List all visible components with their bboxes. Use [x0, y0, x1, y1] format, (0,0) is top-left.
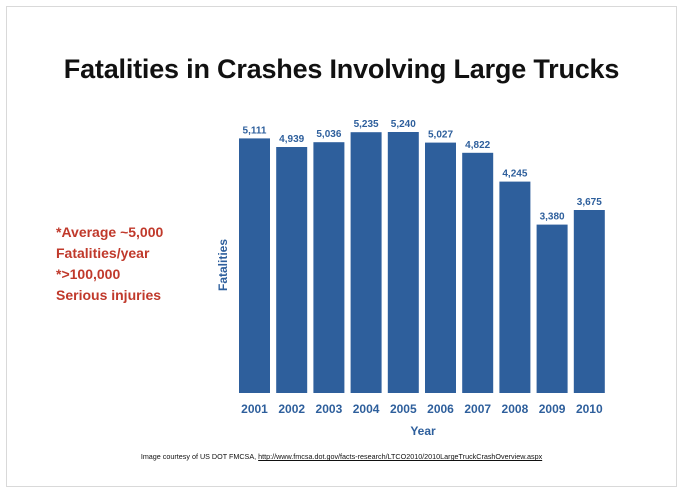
credit-link[interactable]: http://www.fmcsa.dot.gov/facts-research/… [258, 452, 543, 461]
bars-layer [239, 132, 605, 393]
bar-2001 [239, 138, 270, 393]
value-label-2005: 5,240 [391, 119, 416, 130]
note-line-3: *>100,000 [56, 266, 121, 282]
value-label-2007: 4,822 [465, 140, 490, 151]
x-tick-2001: 2001 [241, 402, 268, 416]
bar-2009 [536, 224, 568, 393]
bar-2004 [350, 132, 382, 393]
x-tick-2004: 2004 [353, 402, 380, 416]
bar-2006 [425, 142, 456, 393]
value-label-2004: 5,235 [354, 119, 379, 130]
value-label-2008: 4,245 [502, 169, 527, 180]
x-tick-2005: 2005 [390, 402, 417, 416]
x-tick-2003: 2003 [316, 402, 343, 416]
x-tick-2010: 2010 [576, 402, 603, 416]
x-tick-2002: 2002 [278, 402, 305, 416]
x-tick-2007: 2007 [464, 402, 491, 416]
value-label-2006: 5,027 [428, 130, 453, 141]
y-axis-label: Fatalities [216, 239, 230, 291]
value-label-2010: 3,675 [577, 197, 602, 208]
bar-2010 [573, 210, 605, 393]
note-line-4: Serious injuries [56, 287, 162, 303]
x-tick-2006: 2006 [427, 402, 454, 416]
labels-layer: 5,111 2001 4,939 2002 5,036 2003 5,235 2004 5,24… [241, 119, 603, 416]
bar-2005 [387, 132, 419, 393]
bar-2002 [276, 147, 308, 393]
statistics-note: *Average ~5,000 Fatalities/year *>100,00… [56, 222, 163, 306]
value-label-2002: 4,939 [279, 134, 304, 145]
x-axis-label: Year [410, 424, 436, 438]
bar-2008 [499, 181, 531, 393]
slide-border [6, 6, 677, 487]
note-line-2: Fatalities/year [56, 245, 150, 261]
x-tick-2009: 2009 [539, 402, 566, 416]
value-label-2009: 3,380 [540, 212, 565, 223]
x-tick-2008: 2008 [502, 402, 529, 416]
bar-2003 [313, 142, 345, 393]
credit-text: Image courtesy of US DOT FMCSA, [140, 452, 257, 461]
slide-title: Fatalities in Crashes Involving Large Tr… [63, 54, 620, 84]
note-line-1: *Average ~5,000 [56, 224, 164, 240]
value-label-2001: 5,111 [243, 125, 267, 136]
image-credit: Image courtesy of US DOT FMCSA, http://w… [0, 452, 683, 461]
bar-2007 [462, 152, 494, 393]
value-label-2003: 5,036 [316, 129, 341, 140]
